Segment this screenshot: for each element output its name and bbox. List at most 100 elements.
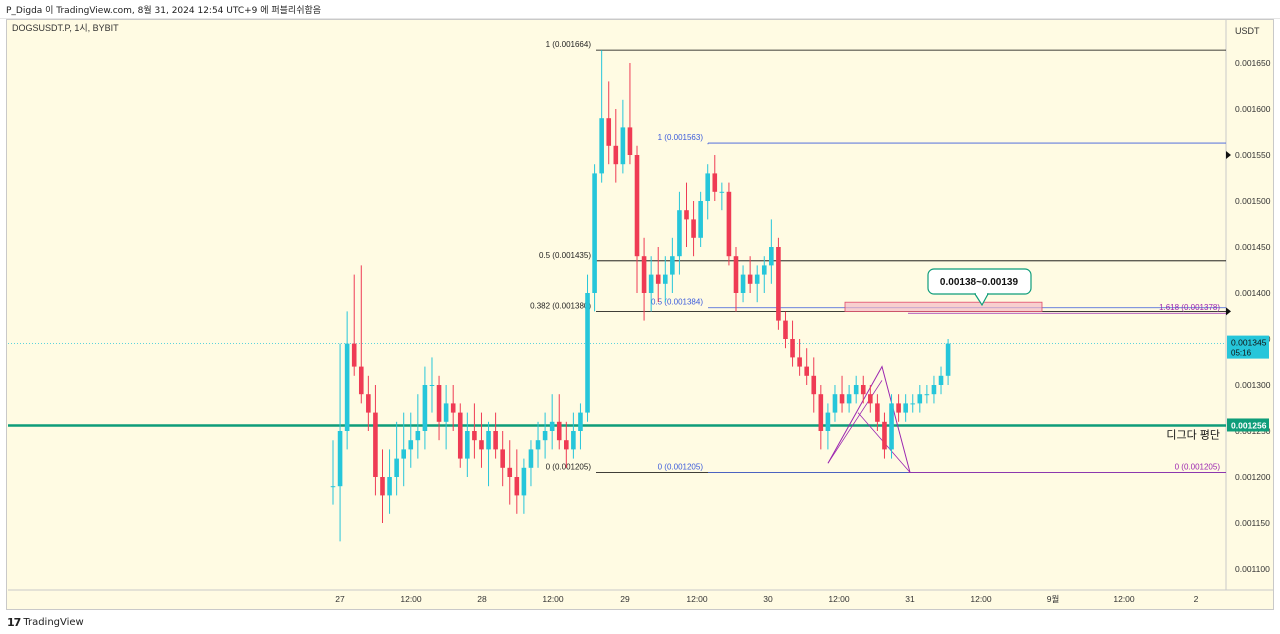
tv-logo-icon: 17	[7, 616, 21, 629]
candle-body	[889, 403, 894, 450]
candle-body	[507, 467, 513, 477]
candle-body	[408, 440, 414, 450]
alert-marker-icon	[1226, 151, 1231, 159]
pattern-path	[827, 365, 911, 473]
candle-body	[655, 274, 661, 284]
tradingview-logo[interactable]: 17 TradingView	[7, 616, 84, 629]
target-zone-layer: 0.00138~0.00139	[844, 268, 1043, 312]
candle-body	[521, 467, 527, 496]
author-line: P_Digda 이 TradingView.com, 8월 31, 2024 1…	[6, 6, 322, 16]
fib-level-label: 0.382 (0.001380)	[530, 301, 591, 310]
price-tick: 0.001650	[1235, 58, 1271, 68]
candle-body	[783, 320, 788, 339]
symbol-label: DOGSUSDT.P, 1시, BYBIT	[12, 23, 119, 33]
time-tick: 12:00	[686, 594, 708, 604]
candle-body	[670, 256, 675, 275]
candle-body	[578, 412, 583, 431]
callout-pointer-mask	[976, 292, 987, 295]
avg-price-annotation: 디그다 평단	[1166, 428, 1220, 441]
fib-blue-label: 1 (0.001563)	[658, 133, 704, 142]
price-axis-layer: 0.001650 0.001600 0.001550 0.001500 0.001450…	[1226, 58, 1271, 574]
time-tick: 9월	[1047, 594, 1060, 604]
price-tick: 0.001400	[1235, 288, 1271, 298]
candle-body	[903, 403, 908, 413]
price-tick: 0.001550	[1235, 150, 1271, 160]
target-zone	[844, 301, 1043, 312]
candle-body	[592, 173, 597, 293]
candle-body	[776, 247, 781, 321]
time-tick: 12:00	[400, 594, 422, 604]
candle-body	[564, 440, 569, 450]
brand-label: TradingView	[23, 617, 84, 628]
target-callout-label: 0.00138~0.00139	[940, 277, 1019, 288]
candle-body	[330, 486, 336, 488]
candle-body	[599, 118, 604, 174]
candle-body	[500, 449, 505, 468]
candle-body	[401, 449, 406, 459]
time-tick: 12:00	[542, 594, 564, 604]
time-axis-layer: 27 12:00 28 12:00 29 12:00 30 12:00 31 12:00 9월 12:…	[335, 594, 1198, 604]
candle-body	[945, 343, 951, 376]
candle-body	[740, 274, 746, 293]
candle-body	[853, 385, 859, 395]
candle-body	[761, 265, 767, 275]
candle-body	[712, 173, 718, 192]
candle-body	[366, 394, 371, 413]
candle-body	[726, 191, 732, 257]
time-tick: 12:00	[970, 594, 992, 604]
price-tick: 0.001500	[1235, 196, 1271, 206]
candle-body	[450, 403, 456, 413]
candle-body	[620, 127, 626, 165]
candle-body	[556, 421, 562, 441]
candle-body	[535, 440, 541, 450]
currency-label[interactable]: USDT	[1235, 26, 1260, 36]
candle-body	[429, 385, 435, 386]
candle-body	[832, 394, 838, 413]
candle-body	[705, 173, 711, 201]
candle-body	[677, 210, 682, 257]
fib-blue-label: 0 (0.001205)	[658, 462, 704, 471]
candle-body	[662, 274, 668, 284]
candle-body	[528, 449, 534, 468]
candle-body	[514, 477, 520, 496]
candle-body	[860, 385, 866, 395]
candle-body	[394, 458, 399, 477]
candle-body	[472, 431, 477, 441]
candle-body	[351, 343, 357, 367]
candle-body	[436, 385, 442, 422]
time-tick: 28	[477, 594, 487, 604]
candle-body	[641, 256, 647, 293]
candle-body	[917, 394, 923, 404]
candle-body	[542, 431, 548, 441]
time-tick: 31	[905, 594, 915, 604]
candle-body	[839, 394, 845, 404]
candle-body	[549, 421, 555, 431]
candle-body	[634, 155, 640, 257]
candle-body	[719, 191, 725, 193]
candle-body	[380, 477, 385, 496]
candle-body	[627, 127, 633, 155]
fib-level-label: 1 (0.001664)	[546, 40, 592, 49]
candle-body	[422, 385, 428, 431]
candle-body	[747, 274, 753, 284]
time-tick: 29	[620, 594, 630, 604]
candle-body	[479, 440, 484, 450]
candle-body	[648, 274, 654, 293]
candle-body	[733, 256, 739, 293]
last-price-badge	[1227, 335, 1269, 359]
last-price-label: 0.001345	[1231, 338, 1267, 348]
fib-blue-label: 0.5 (0.001384)	[651, 298, 703, 307]
candle-body	[797, 357, 802, 367]
candle-body	[931, 385, 937, 395]
candle-body	[924, 394, 930, 396]
grid-layer: 디그다 평단	[8, 20, 1273, 591]
candle-body	[769, 247, 774, 266]
avg-price-badge	[1227, 418, 1269, 432]
candle-body	[493, 431, 498, 450]
candle-body	[337, 431, 343, 487]
candle-body	[585, 293, 590, 413]
fib-level-label: 0 (0.001205)	[546, 462, 592, 471]
fib-ext-label: 1.618 (0.001378)	[1159, 303, 1220, 312]
price-tick: 0.001450	[1235, 242, 1271, 252]
